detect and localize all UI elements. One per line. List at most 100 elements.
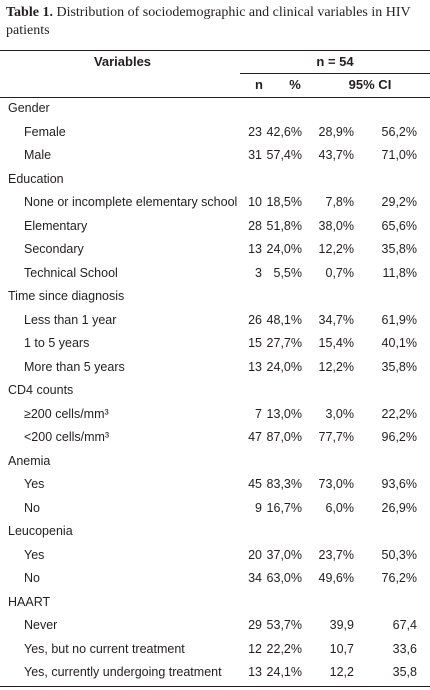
row-label: Less than 1 year [24,312,117,327]
row-value: 13,0% [266,406,302,421]
row-value: 48,1% [266,312,302,327]
row-value: 37,0% [266,547,302,562]
row-value: 29,2% [381,195,417,209]
row-label: Yes [24,477,45,491]
row-label: 1 to 5 years [24,336,90,350]
row-value: 28 [248,218,262,233]
row-value: 43,7% [318,148,354,162]
row-value: 35,8 [392,665,417,679]
row-value: 16,7% [266,500,302,515]
row-value: 51,8% [266,218,302,233]
row-value: 29 [248,618,262,632]
row-value: 38,0% [318,218,354,233]
group-label: Leucopenia [8,524,73,538]
row-value: 24,0% [266,242,302,256]
header-variables: Variables [93,54,152,69]
row-value: 13 [248,242,262,256]
row-value: 7 [255,406,262,421]
row-label: More than 5 years [24,359,125,374]
row-label: None or incomplete elementary school [24,195,238,209]
group-label: Education [8,171,64,186]
row-value: 35,8% [381,242,417,256]
row-value: 28,9% [318,124,354,139]
row-label: Secondary [24,242,84,256]
row-value: 93,6% [381,477,417,491]
row-value: 15 [248,336,262,350]
row-value: 40,1% [381,336,417,350]
rule [0,50,430,51]
row-value: 67,4 [392,618,417,632]
row-value: 63,0% [266,571,302,585]
row-value: 10,7 [329,641,354,656]
row-value: 0,7% [325,265,355,280]
row-value: 23 [248,124,262,139]
row-value: 35,8% [381,359,417,374]
row-label: Male [24,148,52,162]
group-label: CD4 counts [8,383,74,397]
row-value: 31 [248,148,262,162]
row-value: 6,0% [325,500,355,515]
row-value: 13 [248,359,262,374]
row-value: 15,4% [318,336,354,350]
group-label: Anemia [8,453,51,468]
row-label: No [24,571,40,585]
row-value: 47 [248,430,262,444]
row-value: 26 [248,312,262,327]
group-label: Time since diagnosis [8,289,125,303]
row-value: 3 [255,265,262,280]
caption-text: Distribution of sociodemographic and cli… [6,5,411,38]
row-value: 39,9 [329,618,354,632]
row-value: 83,3% [266,477,302,491]
row-value: 49,6% [318,571,354,585]
row-value: 77,7% [318,430,354,444]
row-value: 24,0% [266,359,302,374]
row-value: 61,9% [381,312,417,327]
row-value: 12,2% [318,242,354,256]
row-value: 24,1% [266,665,302,679]
row-value: 22,2% [381,406,417,421]
row-label: Elementary [24,218,88,233]
row-value: 71,0% [381,148,417,162]
row-value: 34,7% [318,312,354,327]
row-label: Yes, currently undergoing treatment [24,665,222,679]
row-label: Female [24,124,66,139]
row-value: 45 [248,477,262,491]
row-value: 56,2% [381,124,417,139]
row-value: 33,6 [392,641,417,656]
row-value: 5,5% [273,265,303,280]
row-value: 3,0% [325,406,355,421]
row-value: 42,6% [266,124,302,139]
row-value: 11,8% [382,265,417,280]
header-column: 95% CI [348,77,392,92]
row-value: 57,4% [266,148,302,162]
row-value: 50,3% [381,547,417,562]
rule [0,97,430,98]
row-value: 96,2% [381,430,417,444]
row-value: 27,7% [266,336,302,350]
row-value: 76,2% [381,571,417,585]
rule [240,73,430,74]
row-label: No [24,500,40,515]
caption-label: Table 1. [6,5,53,20]
row-value: 23,7% [318,547,354,562]
row-value: 65,6% [381,218,417,233]
row-value: 53,7% [266,618,302,632]
group-label: HAART [8,594,51,609]
row-value: 12,2 [329,665,354,679]
row-value: 12 [248,641,262,656]
row-value: 12,2% [318,359,354,374]
rule [0,686,430,687]
row-value: 13 [248,665,262,679]
row-value: 9 [255,500,262,515]
row-value: 73,0% [318,477,354,491]
row-label: <200 cells/mm³ [24,430,110,444]
header-column: n [255,77,263,92]
row-value: 20 [248,547,262,562]
row-label: Technical School [24,265,118,280]
row-value: 7,8% [325,195,355,209]
row-label: ≥200 cells/mm³ [24,406,109,421]
row-value: 22,2% [266,641,302,656]
header-column: % [289,77,301,92]
row-value: 10 [248,195,262,209]
